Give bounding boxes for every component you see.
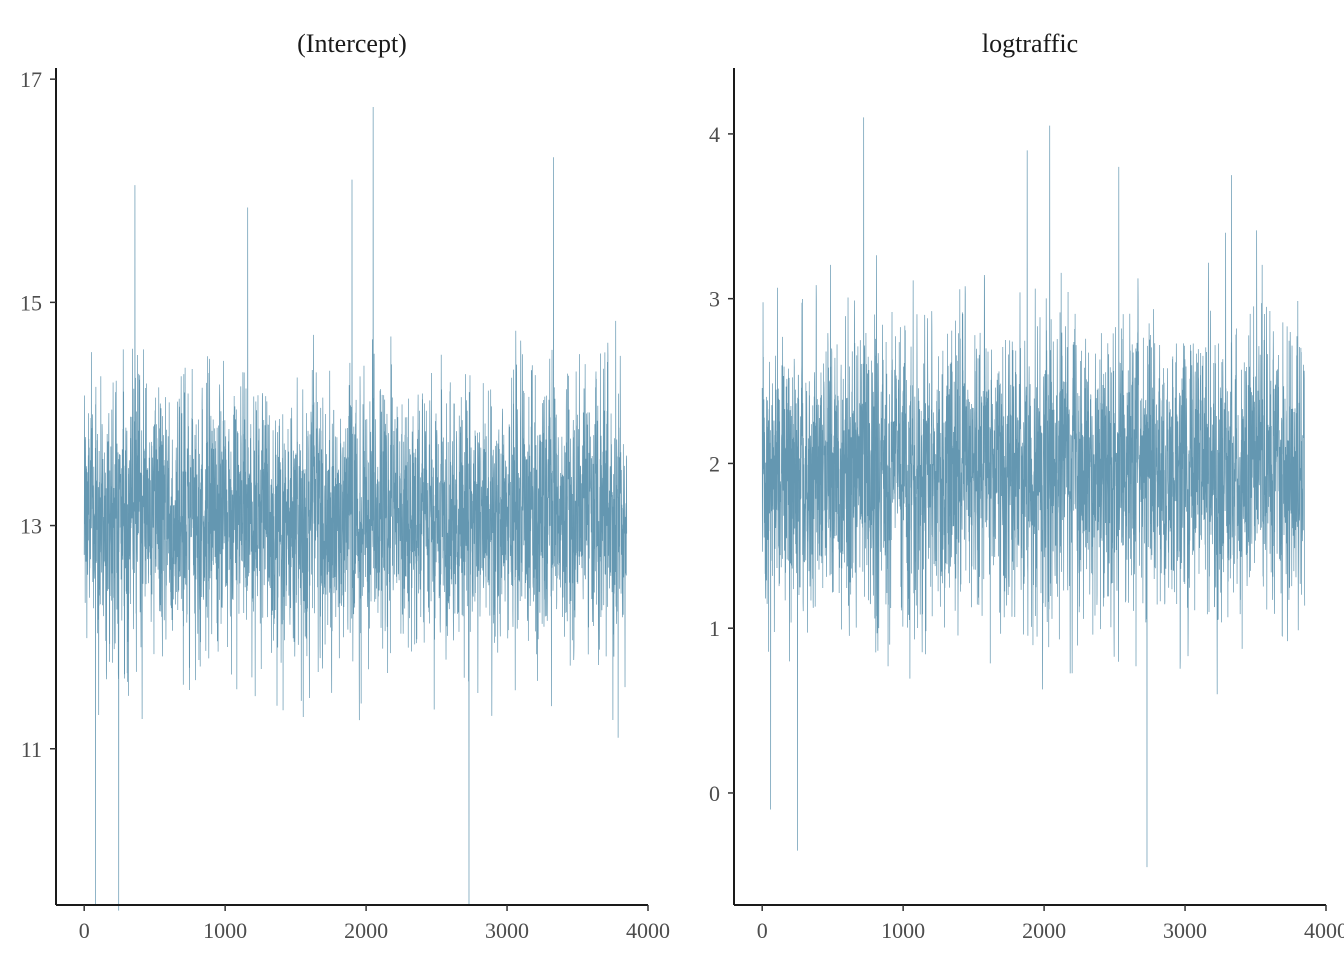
y-tick-label: 1 [709, 616, 720, 641]
x-tick-label: 2000 [344, 918, 388, 943]
x-tick-label: 3000 [485, 918, 529, 943]
y-tick-label: 13 [20, 514, 42, 539]
y-tick-label: 4 [709, 122, 720, 147]
trace-line [761, 117, 1306, 868]
y-tick-label: 17 [20, 67, 42, 92]
x-tick-label: 1000 [881, 918, 925, 943]
y-tick-label: 11 [21, 737, 42, 762]
y-tick-label: 2 [709, 451, 720, 476]
x-tick-label: 1000 [203, 918, 247, 943]
x-tick-label: 4000 [1304, 918, 1344, 943]
panel-title: (Intercept) [297, 29, 407, 58]
panel-2: 0 1000 2000 3000 4000 0 1 2 3 4 logtraffic [709, 29, 1344, 943]
x-tick-label: 0 [79, 918, 90, 943]
x-tick-label: 4000 [626, 918, 670, 943]
y-tick-label: 0 [709, 781, 720, 806]
panel-title: logtraffic [982, 29, 1078, 58]
y-tick-label: 3 [709, 287, 720, 312]
x-tick-label: 2000 [1022, 918, 1066, 943]
x-tick-label: 3000 [1163, 918, 1207, 943]
y-tick-label: 15 [20, 290, 42, 315]
trace-line [83, 107, 628, 911]
panel-1: 0 1000 2000 3000 4000 11 13 15 17 (Intercept) [20, 29, 670, 943]
x-tick-label: 0 [757, 918, 768, 943]
